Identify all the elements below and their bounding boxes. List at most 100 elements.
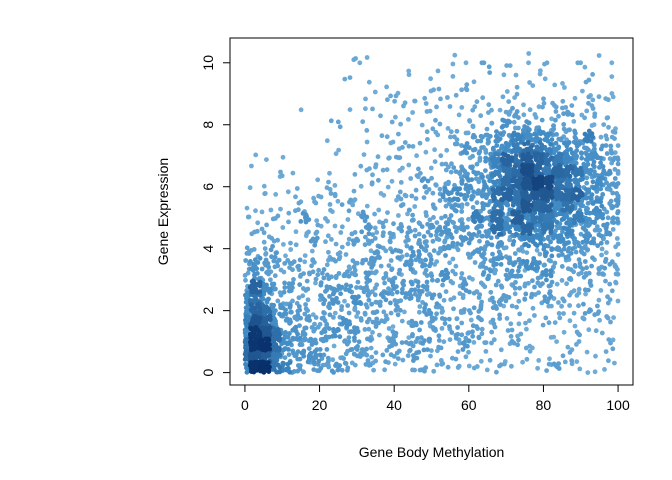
scatter-point xyxy=(295,312,301,318)
scatter-point xyxy=(269,254,274,260)
scatter-point xyxy=(553,104,559,110)
scatter-point xyxy=(550,100,555,106)
scatter-point xyxy=(351,241,357,247)
scatter-point xyxy=(309,342,315,347)
scatter-point xyxy=(327,202,333,207)
scatter-point xyxy=(426,308,432,313)
scatter-point xyxy=(455,241,460,247)
scatter-point xyxy=(441,246,447,252)
scatter-point xyxy=(409,253,414,259)
scatter-point xyxy=(523,291,529,297)
scatter-point xyxy=(512,169,518,175)
scatter-point xyxy=(352,335,357,341)
scatter-point xyxy=(548,271,553,277)
scatter-point xyxy=(502,160,508,166)
scatter-point xyxy=(433,117,438,123)
scatter-point xyxy=(360,286,366,291)
scatter-point xyxy=(295,349,301,355)
scatter-point xyxy=(597,317,602,323)
scatter-point xyxy=(548,268,554,274)
scatter-point xyxy=(392,98,397,104)
scatter-point xyxy=(411,353,416,358)
scatter-point xyxy=(331,343,337,349)
scatter-point xyxy=(534,144,540,150)
scatter-point xyxy=(607,231,613,237)
scatter-point xyxy=(566,193,572,198)
scatter-point xyxy=(438,96,443,102)
scatter-point xyxy=(314,235,320,241)
scatter-point xyxy=(497,316,503,321)
scatter-point xyxy=(328,207,333,213)
scatter-point xyxy=(434,278,440,284)
scatter-point xyxy=(531,256,537,261)
scatter-point xyxy=(470,333,476,339)
scatter-point xyxy=(367,166,372,172)
scatter-point xyxy=(252,264,258,269)
scatter-point xyxy=(533,152,538,158)
scatter-point xyxy=(613,244,618,250)
scatter-point xyxy=(297,335,303,341)
scatter-point xyxy=(397,267,403,273)
scatter-point xyxy=(434,220,440,226)
scatter-point xyxy=(600,271,606,277)
scatter-point xyxy=(598,155,604,161)
scatter-point xyxy=(270,216,276,222)
scatter-point xyxy=(525,159,531,164)
scatter-point xyxy=(500,94,506,100)
scatter-point xyxy=(490,218,495,223)
scatter-point xyxy=(596,297,602,303)
scatter-point xyxy=(298,272,304,278)
scatter-point xyxy=(431,87,436,93)
scatter-point xyxy=(491,321,497,327)
scatter-point xyxy=(395,356,401,361)
scatter-point xyxy=(372,320,378,326)
scatter-point xyxy=(511,130,517,136)
scatter-point xyxy=(399,228,404,234)
scatter-point xyxy=(362,310,368,316)
scatter-point xyxy=(290,280,296,286)
scatter-point xyxy=(345,303,351,308)
scatter-point xyxy=(553,117,558,123)
scatter-point xyxy=(432,147,437,153)
scatter-point xyxy=(497,173,503,179)
scatter-point xyxy=(553,140,559,146)
scatter-point xyxy=(352,230,358,235)
scatter-point xyxy=(521,154,527,160)
scatter-point xyxy=(407,347,413,353)
scatter-point xyxy=(404,243,410,249)
scatter-point xyxy=(323,239,328,245)
scatter-point xyxy=(346,208,352,214)
scatter-point xyxy=(438,248,443,254)
scatter-point xyxy=(399,340,405,345)
scatter-point xyxy=(490,155,496,161)
scatter-point xyxy=(304,278,310,284)
scatter-point xyxy=(390,324,396,329)
scatter-point xyxy=(318,293,324,299)
scatter-point xyxy=(445,234,450,240)
scatter-point xyxy=(505,182,510,188)
scatter-point xyxy=(612,176,618,181)
scatter-point xyxy=(379,133,385,139)
scatter-point xyxy=(414,355,420,361)
scatter-point xyxy=(424,243,430,249)
scatter-point xyxy=(514,84,520,90)
scatter-point xyxy=(517,285,522,291)
scatter-point xyxy=(493,216,499,222)
scatter-point xyxy=(261,284,267,290)
scatter-point xyxy=(460,347,466,352)
scatter-point xyxy=(390,249,395,255)
scatter-point xyxy=(373,350,379,355)
scatter-point xyxy=(312,321,317,327)
scatter-point xyxy=(561,126,567,132)
scatter-point xyxy=(344,324,349,330)
scatter-point xyxy=(439,269,445,275)
scatter-point xyxy=(607,168,613,174)
scatter-point xyxy=(286,368,291,373)
scatter-point xyxy=(531,216,537,221)
scatter-point xyxy=(603,250,609,256)
scatter-point xyxy=(589,219,595,225)
scatter-point xyxy=(259,338,265,343)
scatter-point xyxy=(482,185,487,191)
scatter-point xyxy=(369,265,374,270)
scatter-point xyxy=(508,321,514,327)
